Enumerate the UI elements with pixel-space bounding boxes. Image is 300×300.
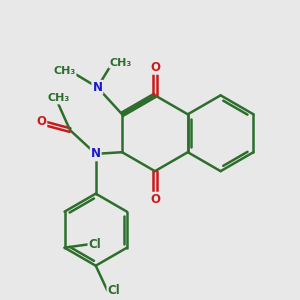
- Text: O: O: [150, 61, 160, 74]
- Text: Cl: Cl: [107, 284, 120, 297]
- Text: O: O: [150, 193, 160, 206]
- Text: CH₃: CH₃: [53, 66, 76, 76]
- Text: N: N: [92, 81, 102, 94]
- Text: N: N: [91, 147, 101, 161]
- Text: Cl: Cl: [88, 238, 101, 251]
- Text: CH₃: CH₃: [47, 94, 70, 103]
- Text: CH₃: CH₃: [109, 58, 132, 68]
- Text: O: O: [36, 115, 46, 128]
